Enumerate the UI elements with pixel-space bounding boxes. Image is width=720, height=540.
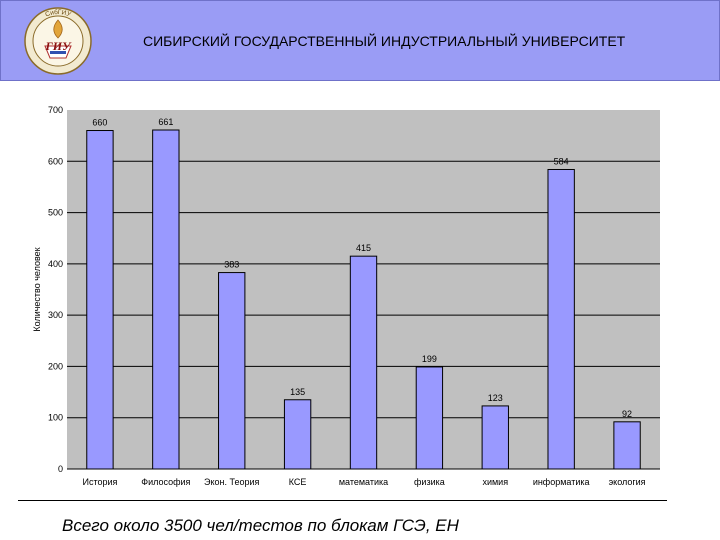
bar-value-label: 660 (92, 118, 107, 128)
bar (283, 399, 312, 470)
bar-chart: 0 100 200 300 400 500 600 700 Количество человек… (32, 105, 660, 487)
bar (613, 421, 641, 470)
y-tick-label: 500 (48, 208, 63, 218)
x-tick-label: математика (339, 477, 388, 487)
y-tick-label: 300 (48, 310, 63, 320)
y-tick-label: 700 (48, 105, 63, 115)
bar-value-label: 661 (158, 117, 173, 127)
university-logo: СибГИУ ГИУ (24, 7, 92, 75)
y-tick-label: 200 (48, 361, 63, 371)
x-tick-label: экология (609, 477, 646, 487)
x-tick-label: химия (482, 477, 508, 487)
bar (349, 255, 378, 470)
header-banner: СибГИУ ГИУ СИБИРСКИЙ ГОСУДАРСТВЕННЫЙ ИНД… (0, 0, 720, 81)
bar-value-label: 584 (554, 156, 569, 166)
bar (547, 168, 575, 470)
y-tick-label: 400 (48, 259, 63, 269)
bar-value-label: 92 (622, 409, 632, 419)
bar-value-label: 383 (224, 260, 239, 270)
x-tick-label: Экон. Теория (204, 477, 260, 487)
bar (152, 129, 180, 470)
bar-value-label: 135 (290, 387, 305, 397)
y-tick-label: 0 (58, 464, 63, 474)
svg-text:ГИУ: ГИУ (45, 39, 73, 53)
y-tick-label: 100 (48, 413, 63, 423)
bar-value-label: 123 (488, 393, 503, 403)
footer-summary: Всего около 3500 чел/тестов по блокам ГС… (62, 516, 459, 535)
bar (481, 405, 509, 470)
x-tick-label: физика (414, 477, 445, 487)
bar-value-label: 415 (356, 243, 371, 253)
bar-value-label: 199 (422, 354, 437, 364)
x-tick-label: информатика (533, 477, 590, 487)
x-tick-label: История (82, 477, 117, 487)
x-tick-label: Философия (141, 477, 190, 487)
svg-text:СибГИУ: СибГИУ (44, 8, 72, 19)
bar (86, 130, 114, 470)
bar (218, 272, 246, 470)
header-title: СИБИРСКИЙ ГОСУДАРСТВЕННЫЙ ИНДУСТРИАЛЬНЫЙ… (143, 33, 626, 49)
y-tick-label: 600 (48, 156, 63, 166)
bar (415, 366, 444, 470)
footer-divider (18, 500, 667, 501)
x-tick-label: КСЕ (289, 477, 307, 487)
y-axis-title: Количество человек (32, 247, 42, 331)
